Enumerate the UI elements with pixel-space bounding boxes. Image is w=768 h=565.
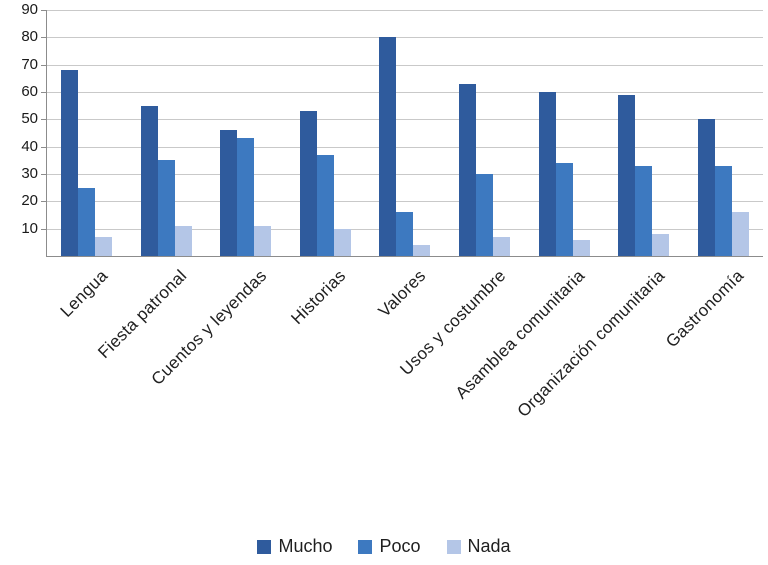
gridline bbox=[47, 119, 763, 121]
legend-label-mucho: Mucho bbox=[278, 536, 333, 556]
y-tick-mark bbox=[41, 146, 46, 148]
legend-swatch-nada-icon bbox=[446, 539, 461, 554]
bar-nada-0 bbox=[95, 236, 113, 256]
bar-poco-0 bbox=[78, 187, 96, 256]
gridline bbox=[47, 10, 763, 11]
y-tick-mark bbox=[41, 174, 46, 175]
bar-mucho-5 bbox=[459, 83, 477, 256]
y-tick-mark bbox=[41, 64, 46, 66]
bar-poco-8 bbox=[714, 165, 732, 256]
gridline bbox=[47, 174, 763, 175]
y-tick-label: 50 bbox=[21, 110, 38, 128]
bar-mucho-1 bbox=[140, 105, 158, 256]
bar-poco-6 bbox=[555, 163, 573, 256]
gridline bbox=[47, 37, 763, 39]
legend-item-mucho: Mucho bbox=[257, 536, 332, 557]
bar-poco-2 bbox=[237, 138, 255, 256]
y-tick-label: 90 bbox=[21, 1, 38, 18]
legend-label-poco: Poco bbox=[379, 536, 421, 556]
bar-nada-3 bbox=[333, 228, 351, 256]
bar-group-6 bbox=[524, 10, 604, 256]
bar-group-2 bbox=[206, 10, 286, 256]
bar-nada-2 bbox=[254, 225, 272, 256]
gridline bbox=[47, 201, 763, 203]
y-tick-mark bbox=[41, 201, 46, 203]
bar-poco-3 bbox=[316, 154, 334, 256]
y-tick-label: 60 bbox=[21, 83, 38, 100]
bar-nada-5 bbox=[493, 236, 511, 256]
legend-label-nada: Nada bbox=[467, 536, 511, 556]
y-tick-label: 30 bbox=[21, 165, 38, 182]
bar-group-4 bbox=[365, 10, 445, 256]
gridline bbox=[47, 64, 763, 66]
y-tick-label: 70 bbox=[21, 55, 38, 73]
bar-nada-8 bbox=[731, 212, 749, 256]
bar-poco-7 bbox=[635, 165, 653, 256]
y-tick-mark bbox=[41, 119, 46, 121]
bar-mucho-4 bbox=[379, 37, 397, 256]
legend-swatch-mucho-icon bbox=[257, 539, 272, 554]
bar-group-1 bbox=[127, 10, 207, 256]
bar-mucho-6 bbox=[538, 92, 556, 256]
bar-group-3 bbox=[286, 10, 366, 256]
y-tick-mark bbox=[41, 10, 46, 11]
bar-mucho-2 bbox=[220, 130, 238, 256]
y-tick-label: 40 bbox=[21, 137, 38, 155]
y-tick-label: 20 bbox=[21, 192, 38, 210]
bar-nada-1 bbox=[174, 225, 192, 256]
y-tick-mark bbox=[41, 228, 46, 230]
bar-poco-5 bbox=[476, 174, 494, 256]
bar-poco-1 bbox=[157, 160, 175, 256]
y-tick-mark bbox=[41, 92, 46, 93]
y-tick-label: 80 bbox=[21, 28, 38, 46]
bar-mucho-8 bbox=[697, 119, 715, 256]
bar-group-8 bbox=[683, 10, 763, 256]
y-tick-mark bbox=[41, 37, 46, 39]
bar-poco-4 bbox=[396, 212, 414, 256]
gridline bbox=[47, 92, 763, 93]
legend: Mucho Poco Nada bbox=[0, 536, 768, 557]
bar-nada-7 bbox=[652, 234, 670, 256]
y-tick-label: 10 bbox=[21, 219, 38, 237]
bar-group-5 bbox=[445, 10, 525, 256]
x-axis-labels: Lengua Fiesta patronal Cuentos y leyendas H… bbox=[0, 258, 768, 520]
bar-mucho-7 bbox=[618, 94, 636, 256]
legend-item-poco: Poco bbox=[358, 536, 421, 557]
gridline bbox=[47, 146, 763, 148]
legend-swatch-poco-icon bbox=[358, 539, 373, 554]
bar-nada-6 bbox=[572, 239, 590, 256]
legend-item-nada: Nada bbox=[446, 536, 511, 557]
plot-area bbox=[46, 10, 763, 257]
bar-group-7 bbox=[604, 10, 684, 256]
bar-mucho-3 bbox=[299, 111, 317, 256]
bar-group-0 bbox=[47, 10, 127, 256]
bar-nada-4 bbox=[413, 245, 431, 256]
bar-mucho-0 bbox=[61, 70, 79, 256]
